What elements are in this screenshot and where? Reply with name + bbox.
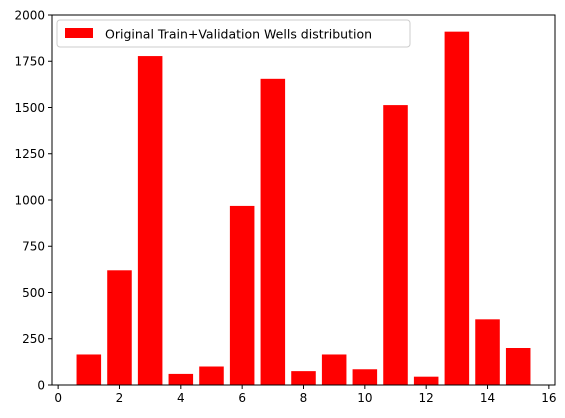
bar-9 [321, 354, 347, 385]
x-tick-label: 2 [116, 391, 124, 405]
y-tick-label: 0 [37, 378, 45, 392]
bar-14 [475, 319, 500, 385]
bar-6 [229, 205, 255, 385]
legend-frame [56, 19, 411, 48]
x-tick-label: 12 [419, 391, 434, 405]
x-tick-label: 4 [177, 391, 185, 405]
x-tick-label: 16 [541, 391, 556, 405]
y-tick-label: 2000 [14, 8, 45, 22]
bar-3 [137, 56, 163, 385]
y-tick-label: 1500 [14, 101, 45, 115]
bar-11 [383, 105, 408, 385]
bars-layer [76, 31, 531, 386]
bar-2 [107, 270, 132, 385]
bar-1 [76, 354, 102, 385]
legend: Original Train+Validation Wells distribu… [56, 19, 411, 48]
legend-swatch [65, 28, 93, 38]
bar-5 [199, 366, 224, 385]
y-tick-label: 1000 [14, 193, 45, 207]
y-tick-label: 500 [22, 286, 45, 300]
y-tick-label: 1750 [14, 55, 45, 69]
bar-15 [505, 348, 531, 385]
bar-12 [413, 376, 439, 385]
x-tick-label: 6 [238, 391, 246, 405]
bar-10 [352, 369, 378, 385]
x-tick-label: 0 [54, 391, 62, 405]
bar-13 [444, 31, 470, 386]
bar-8 [291, 371, 316, 386]
bar-4 [168, 373, 194, 385]
x-tick-label: 14 [480, 391, 495, 405]
y-tick-label: 1250 [14, 147, 45, 161]
y-tick-label: 750 [22, 240, 45, 254]
y-tick-label: 250 [22, 332, 45, 346]
bar-7 [260, 78, 286, 385]
legend-label: Original Train+Validation Wells distribu… [105, 27, 372, 42]
x-tick-label: 10 [357, 391, 372, 405]
x-tick-label: 8 [300, 391, 308, 405]
axes-layer: 0 2 4 6 8 10 12 14 16 0 250 500 750 1000 1250 1500 1750 2… [14, 8, 556, 405]
